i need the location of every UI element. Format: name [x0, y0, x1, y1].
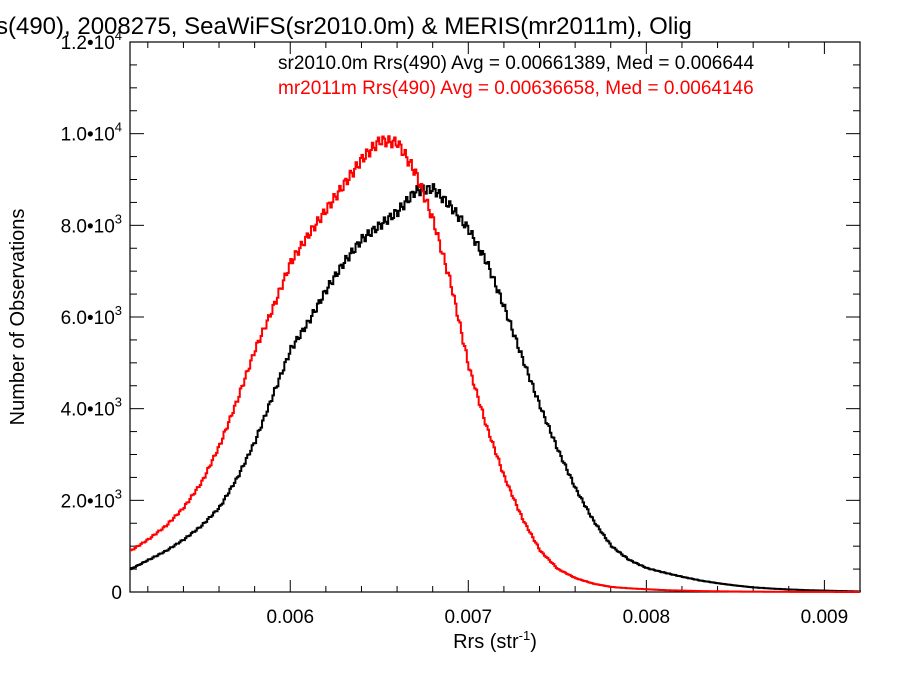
x-tick-label: 0.006: [266, 607, 314, 628]
y-tick-label: 2.0•103: [61, 486, 122, 512]
y-tick-labels: 0 2.0•103 4.0•103 6.0•103 8.0•103 1.0•104 1.2•…: [61, 28, 122, 604]
y-tick-label: 4.0•103: [61, 395, 122, 421]
y-axis-label: Number of Observations: [7, 209, 29, 426]
y-tick-label: 1.0•104: [61, 120, 122, 146]
series-stats-sr2010: sr2010.0m Rrs(490) Avg = 0.00661389, Med…: [278, 53, 754, 74]
axis-ticks: [130, 41, 861, 593]
series-stats-mr2011: mr2011m Rrs(490) Avg = 0.00636658, Med =…: [278, 78, 754, 99]
y-tick-label: 0: [111, 583, 122, 604]
y-tick-label: 8.0•103: [61, 211, 122, 237]
x-tick-label: 0.009: [801, 607, 849, 628]
y-tick-label: 6.0•103: [61, 303, 122, 329]
y-tick-label: 1.2•104: [61, 28, 122, 54]
x-tick-label: 0.007: [445, 607, 493, 628]
x-axis-label: Rrs (str-1): [453, 628, 537, 653]
chart-title: rs(490), 2008275, SeaWiFS(sr2010.0m) & M…: [0, 13, 692, 40]
series-mr2011m: [130, 135, 860, 593]
series-line-sr2010.0m: [130, 183, 861, 593]
x-tick-labels: 0.006 0.007 0.008 0.009: [266, 607, 848, 628]
series-layer: [130, 135, 861, 593]
series-line-mr2011m: [130, 135, 860, 593]
series-sr2010.0m: [130, 183, 861, 593]
plot-frame: [129, 41, 861, 593]
x-tick-label: 0.008: [623, 607, 671, 628]
plot-area: [129, 41, 861, 593]
